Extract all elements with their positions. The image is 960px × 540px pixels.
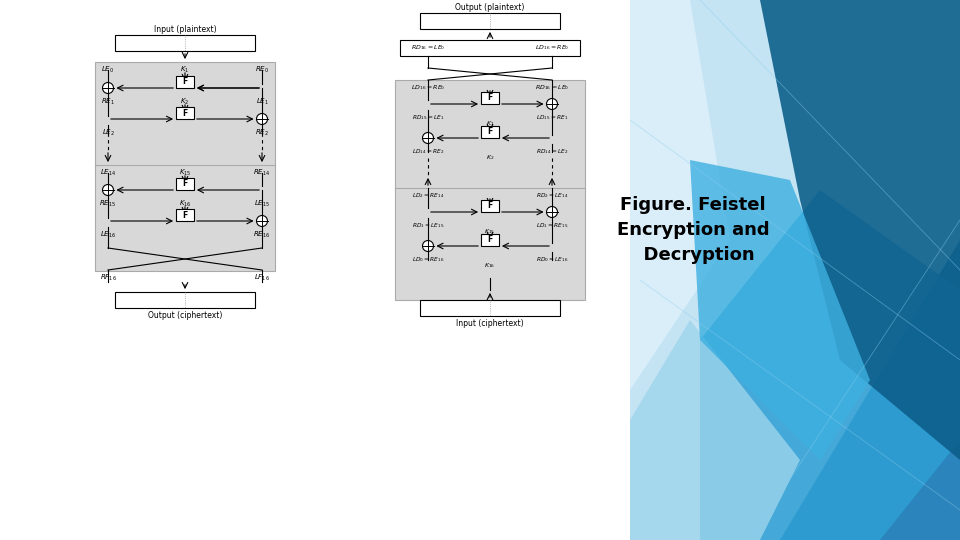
Text: $LE_0$: $LE_0$ xyxy=(102,65,114,75)
Bar xyxy=(481,234,499,246)
Text: $LD_{16}=RE_0$: $LD_{16}=RE_0$ xyxy=(411,84,445,92)
Text: $RD_2=LE_{14}$: $RD_2=LE_{14}$ xyxy=(536,192,568,200)
Circle shape xyxy=(103,83,113,93)
Bar xyxy=(115,35,255,51)
Text: $K_2$: $K_2$ xyxy=(486,153,494,163)
Polygon shape xyxy=(700,190,960,540)
Text: $LF_{16}$: $LF_{16}$ xyxy=(254,273,270,283)
Bar xyxy=(176,209,194,221)
Bar xyxy=(176,76,194,88)
Text: $K_2$: $K_2$ xyxy=(180,97,190,107)
Text: $LD_{15}=RE_1$: $LD_{15}=RE_1$ xyxy=(536,113,568,123)
Text: $LE_2$: $LE_2$ xyxy=(102,128,114,138)
Text: F: F xyxy=(488,235,492,245)
Text: $RD_1=LE_{15}$: $RD_1=LE_{15}$ xyxy=(412,221,444,231)
Text: $K_1$: $K_1$ xyxy=(486,119,494,129)
Text: F: F xyxy=(488,201,492,211)
Text: $K_{16}$: $K_{16}$ xyxy=(179,199,191,209)
Text: $RE_1$: $RE_1$ xyxy=(101,97,115,107)
Text: $RD_0=LE_{16}$: $RD_0=LE_{16}$ xyxy=(536,255,568,265)
Text: $LD_1=RE_{15}$: $LD_1=RE_{15}$ xyxy=(536,221,568,231)
Text: $RD_{16}=LE_0$: $RD_{16}=LE_0$ xyxy=(411,44,445,52)
Text: $RD_{16}=LE_0$: $RD_{16}=LE_0$ xyxy=(535,84,569,92)
Text: F: F xyxy=(488,127,492,137)
Circle shape xyxy=(422,132,434,144)
Text: F: F xyxy=(488,93,492,103)
Polygon shape xyxy=(780,240,960,540)
Bar xyxy=(95,62,275,168)
Polygon shape xyxy=(760,0,960,460)
Circle shape xyxy=(546,206,558,218)
Text: Input (plaintext): Input (plaintext) xyxy=(154,25,216,35)
Text: $RE_{16}$: $RE_{16}$ xyxy=(253,230,271,240)
Text: $K_{16}$: $K_{16}$ xyxy=(485,261,495,271)
Text: $K_{15}$: $K_{15}$ xyxy=(179,168,191,178)
Text: F: F xyxy=(182,109,187,118)
Circle shape xyxy=(546,98,558,110)
Text: $LD_0=RE_{16}$: $LD_0=RE_{16}$ xyxy=(412,255,444,265)
Text: F: F xyxy=(182,211,187,219)
Bar xyxy=(176,178,194,190)
Circle shape xyxy=(422,240,434,252)
Text: $LD_{14}=RE_2$: $LD_{14}=RE_2$ xyxy=(412,147,444,157)
Text: $LE_{14}$: $LE_{14}$ xyxy=(100,168,116,178)
Circle shape xyxy=(256,113,268,125)
Text: $RE_{15}$: $RE_{15}$ xyxy=(100,199,116,209)
Text: $RF_{16}$: $RF_{16}$ xyxy=(100,273,116,283)
Bar xyxy=(176,107,194,119)
Polygon shape xyxy=(690,160,870,460)
Bar xyxy=(395,80,585,190)
Text: $LE_{16}$: $LE_{16}$ xyxy=(100,230,116,240)
Bar xyxy=(400,40,580,56)
Text: $K_1$: $K_1$ xyxy=(180,65,190,75)
Polygon shape xyxy=(630,0,960,540)
Bar xyxy=(395,188,585,300)
Text: $RD_{15}=LE_1$: $RD_{15}=LE_1$ xyxy=(412,113,444,123)
Text: Output (ciphertext): Output (ciphertext) xyxy=(148,312,222,321)
Bar xyxy=(481,92,499,104)
Circle shape xyxy=(256,215,268,226)
Text: Input (ciphertext): Input (ciphertext) xyxy=(456,320,524,328)
Text: $K_{15}$: $K_{15}$ xyxy=(485,227,495,237)
Text: $LE_1$: $LE_1$ xyxy=(255,97,269,107)
Bar xyxy=(115,292,255,308)
Bar xyxy=(481,200,499,212)
Bar xyxy=(481,126,499,138)
Polygon shape xyxy=(630,320,800,540)
Polygon shape xyxy=(630,0,730,390)
Text: $RE_0$: $RE_0$ xyxy=(255,65,269,75)
Text: $RE_{14}$: $RE_{14}$ xyxy=(253,168,271,178)
Text: $LE_{15}$: $LE_{15}$ xyxy=(254,199,270,209)
Text: F: F xyxy=(182,179,187,188)
Text: $LD_2=RE_{14}$: $LD_2=RE_{14}$ xyxy=(412,192,444,200)
Text: $LD_{16}=RE_0$: $LD_{16}=RE_0$ xyxy=(535,44,569,52)
Text: Figure. Feistel
Encryption and
  Decryption: Figure. Feistel Encryption and Decryptio… xyxy=(616,196,769,264)
Bar xyxy=(420,300,560,316)
Text: $RD_{14}=LE_2$: $RD_{14}=LE_2$ xyxy=(536,147,568,157)
Bar xyxy=(420,13,560,29)
Text: F: F xyxy=(182,78,187,86)
Bar xyxy=(95,165,275,271)
Text: $RE_2$: $RE_2$ xyxy=(255,128,269,138)
Text: Output (plaintext): Output (plaintext) xyxy=(455,3,525,12)
Circle shape xyxy=(103,185,113,195)
